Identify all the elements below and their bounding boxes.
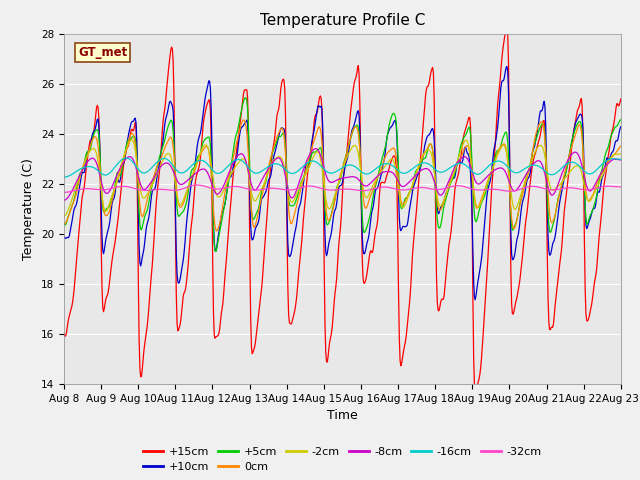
-16cm bbox=[70, 170, 78, 176]
-32cm bbox=[411, 185, 419, 191]
Title: Temperature Profile C: Temperature Profile C bbox=[260, 13, 425, 28]
0cm bbox=[617, 144, 625, 149]
+10cm bbox=[426, 130, 434, 136]
Line: -8cm: -8cm bbox=[64, 149, 621, 200]
0cm bbox=[428, 143, 436, 149]
-32cm bbox=[193, 182, 201, 188]
-2cm bbox=[70, 190, 78, 195]
Line: +10cm: +10cm bbox=[64, 67, 621, 300]
+10cm bbox=[472, 297, 479, 302]
0cm bbox=[412, 173, 419, 179]
0cm bbox=[127, 131, 135, 137]
Line: -2cm: -2cm bbox=[64, 140, 621, 216]
-8cm bbox=[70, 184, 78, 190]
0cm bbox=[70, 198, 78, 204]
-16cm bbox=[428, 163, 435, 168]
+10cm bbox=[214, 240, 221, 245]
-16cm bbox=[60, 174, 68, 180]
-2cm bbox=[428, 150, 435, 156]
0cm bbox=[212, 228, 220, 234]
-8cm bbox=[312, 146, 319, 152]
+10cm bbox=[127, 120, 135, 125]
+5cm bbox=[241, 95, 249, 100]
+10cm bbox=[503, 64, 511, 70]
+15cm bbox=[70, 287, 78, 293]
-32cm bbox=[184, 184, 192, 190]
Legend: +15cm, +10cm, +5cm, 0cm, -2cm, -8cm, -16cm, -32cm: +15cm, +10cm, +5cm, 0cm, -2cm, -8cm, -16… bbox=[139, 442, 546, 477]
+5cm bbox=[214, 238, 222, 244]
Line: +15cm: +15cm bbox=[64, 28, 621, 392]
X-axis label: Time: Time bbox=[327, 409, 358, 422]
Line: 0cm: 0cm bbox=[64, 120, 621, 231]
-2cm bbox=[128, 137, 136, 143]
-8cm bbox=[428, 170, 435, 176]
Line: +5cm: +5cm bbox=[64, 97, 621, 252]
+5cm bbox=[127, 135, 135, 141]
-32cm bbox=[70, 188, 78, 193]
+15cm bbox=[426, 73, 434, 79]
+5cm bbox=[617, 117, 625, 122]
+5cm bbox=[184, 192, 192, 198]
-8cm bbox=[214, 191, 221, 197]
-8cm bbox=[60, 197, 68, 203]
+15cm bbox=[60, 331, 68, 337]
+15cm bbox=[214, 333, 221, 339]
-8cm bbox=[127, 155, 135, 160]
-32cm bbox=[214, 186, 222, 192]
Y-axis label: Temperature (C): Temperature (C) bbox=[22, 158, 35, 260]
-32cm bbox=[617, 184, 625, 190]
+5cm bbox=[70, 197, 78, 203]
+15cm bbox=[410, 233, 418, 239]
+10cm bbox=[184, 208, 192, 214]
+15cm bbox=[617, 96, 625, 102]
+10cm bbox=[60, 234, 68, 240]
+5cm bbox=[60, 221, 68, 227]
+15cm bbox=[184, 265, 192, 271]
+10cm bbox=[617, 124, 625, 130]
+10cm bbox=[410, 182, 418, 188]
-8cm bbox=[411, 173, 419, 179]
-8cm bbox=[184, 177, 192, 183]
+5cm bbox=[428, 143, 436, 149]
-2cm bbox=[127, 137, 135, 143]
-2cm bbox=[214, 194, 222, 200]
0cm bbox=[240, 117, 248, 123]
+5cm bbox=[412, 169, 419, 175]
+15cm bbox=[503, 25, 511, 31]
0cm bbox=[184, 186, 192, 192]
-32cm bbox=[428, 186, 435, 192]
Line: -16cm: -16cm bbox=[64, 158, 621, 177]
-2cm bbox=[411, 174, 419, 180]
+15cm bbox=[472, 389, 479, 395]
+5cm bbox=[212, 249, 220, 254]
-16cm bbox=[122, 155, 130, 161]
-16cm bbox=[411, 164, 419, 170]
-8cm bbox=[617, 157, 625, 163]
-2cm bbox=[617, 151, 625, 156]
Text: GT_met: GT_met bbox=[78, 46, 127, 59]
-16cm bbox=[185, 166, 193, 171]
-2cm bbox=[60, 213, 68, 219]
-16cm bbox=[617, 156, 625, 162]
-32cm bbox=[60, 190, 68, 195]
-16cm bbox=[214, 170, 222, 176]
-32cm bbox=[127, 185, 135, 191]
+10cm bbox=[70, 206, 78, 212]
Line: -32cm: -32cm bbox=[64, 185, 621, 192]
0cm bbox=[214, 226, 222, 232]
-2cm bbox=[185, 182, 193, 188]
-16cm bbox=[128, 158, 136, 164]
0cm bbox=[60, 221, 68, 227]
+15cm bbox=[127, 127, 135, 132]
